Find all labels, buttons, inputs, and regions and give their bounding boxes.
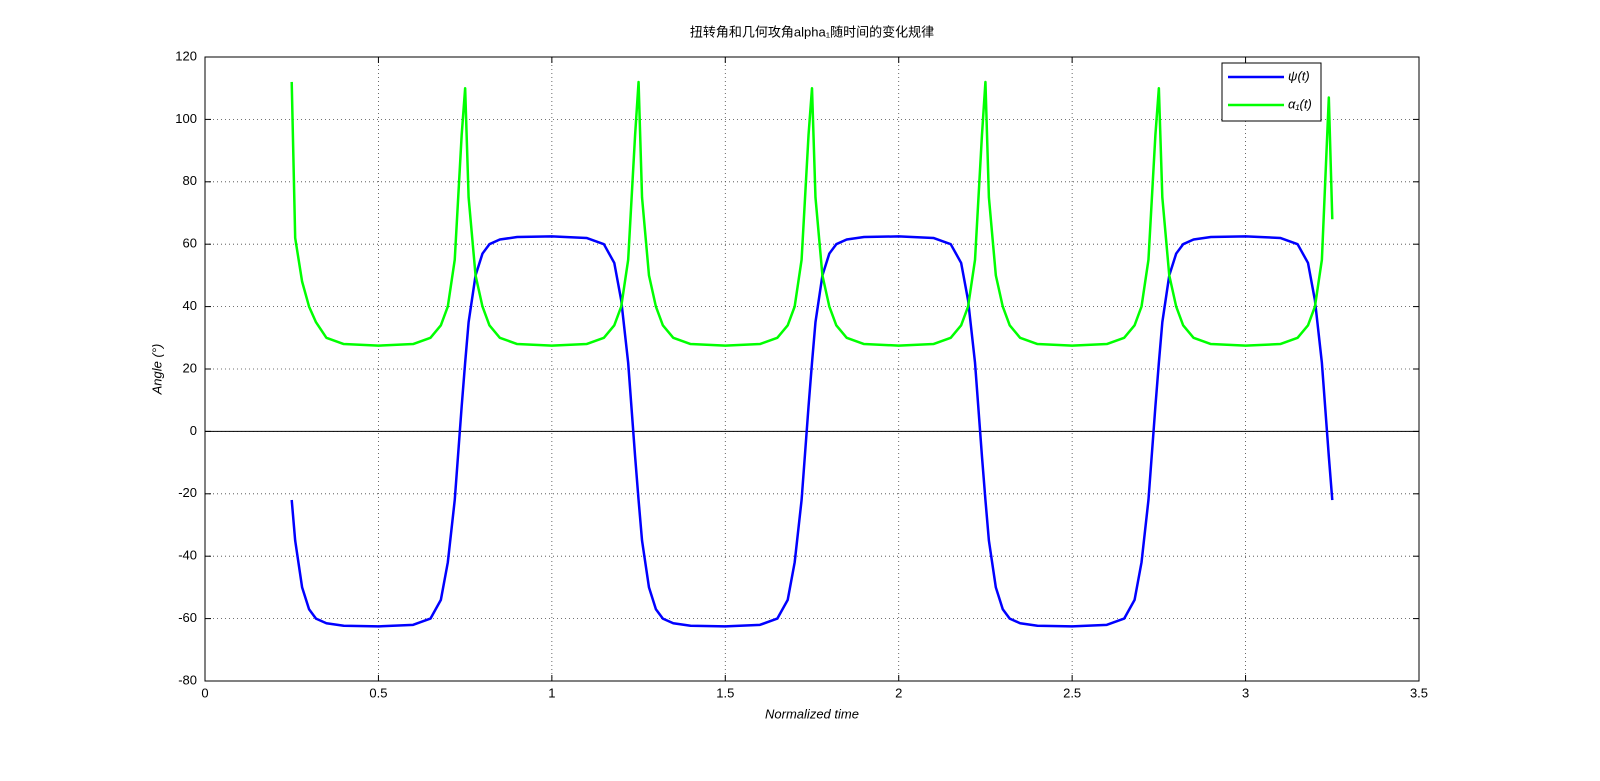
x-tick-label: 3.5 [1410,685,1428,700]
chart-title: 扭转角和几何攻角alpha₁随时间的变化规律 [690,24,934,39]
x-tick-label: 2.5 [1063,685,1081,700]
x-tick-label: 0.5 [369,685,387,700]
series-line [290,80,1334,347]
legend-label: ψ(t) [1288,68,1310,83]
y-tick-label: 20 [183,360,197,375]
y-tick-label: -80 [178,672,197,687]
legend-label: α₁(t) [1288,96,1312,111]
y-tick-label: 60 [183,236,197,251]
x-tick-label: 3 [1242,685,1249,700]
x-tick-label: 2 [895,685,902,700]
y-tick-label: 80 [183,173,197,188]
y-tick-label: 100 [175,111,197,126]
y-axis-label: Angle (°) [149,344,164,396]
series-line [290,235,1334,628]
x-tick-label: 1 [548,685,555,700]
x-tick-label: 1.5 [716,685,734,700]
y-tick-label: 0 [190,423,197,438]
x-axis-label: Normalized time [765,706,859,721]
y-tick-label: -40 [178,548,197,563]
x-tick-label: 0 [201,685,208,700]
y-tick-label: 40 [183,298,197,313]
plot-frame [204,56,1420,682]
y-tick-label: -20 [178,485,197,500]
y-tick-label: 120 [175,48,197,63]
legend-box [1221,62,1322,122]
y-tick-label: -60 [178,610,197,625]
